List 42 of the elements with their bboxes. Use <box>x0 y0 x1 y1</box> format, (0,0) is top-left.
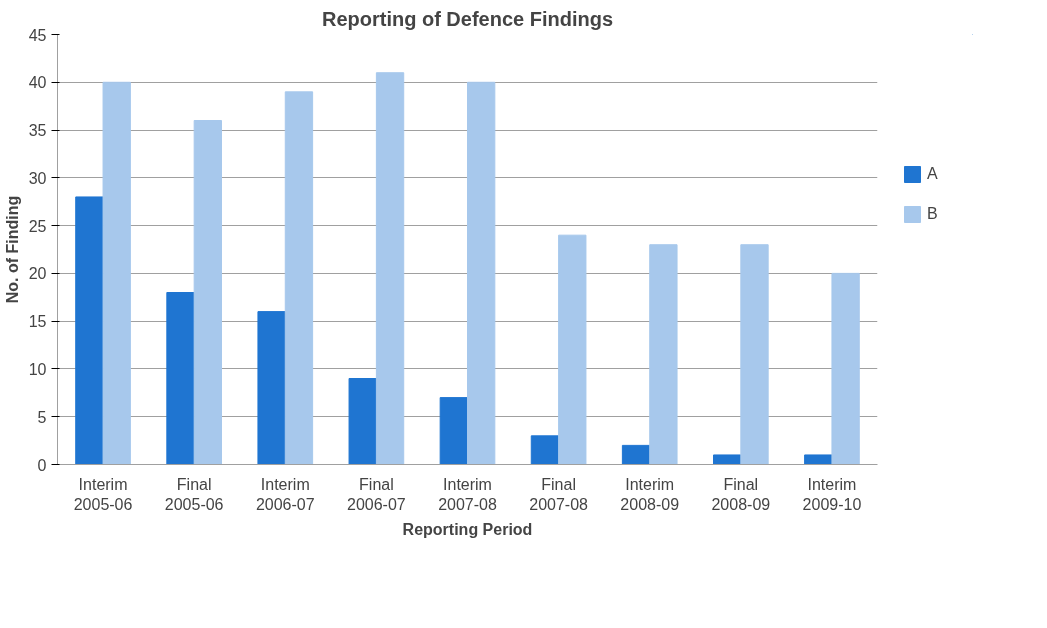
y-tick-label: 30 <box>28 169 47 187</box>
bar <box>284 91 314 465</box>
y-tick-label: 20 <box>28 265 47 283</box>
bar <box>713 454 742 465</box>
x-tick-label: Interim 2007-08 <box>438 475 497 513</box>
bar <box>740 244 769 465</box>
y-tick-label: 45 <box>28 26 47 44</box>
x-tick-label: Interim 2005-06 <box>73 475 133 513</box>
x-tick-label: Interim 2008-09 <box>620 475 680 513</box>
y-tick-label: 35 <box>28 122 47 140</box>
x-tick-label: Final 2006-07 <box>347 475 406 513</box>
bar <box>75 196 104 465</box>
y-tick-label: 25 <box>28 217 47 235</box>
bar <box>621 444 651 465</box>
bar <box>530 435 560 465</box>
x-tick-label: Interim 2009-10 <box>802 475 862 513</box>
bar <box>649 244 678 465</box>
y-tick-label: 5 <box>37 408 47 426</box>
bar <box>257 311 286 465</box>
y-tick-label: 15 <box>28 313 47 331</box>
bar <box>439 397 468 465</box>
bar <box>467 81 496 465</box>
y-tick-label: 40 <box>28 74 47 92</box>
x-tick-label: Final 2007-08 <box>529 475 589 513</box>
x-tick-label: Final 2008-09 <box>711 475 771 513</box>
bar <box>166 292 195 465</box>
bar <box>831 272 860 465</box>
x-tick-label: Final 2005-06 <box>164 475 224 513</box>
y-axis-title: No. of Finding <box>3 195 21 304</box>
bar <box>193 120 222 465</box>
bar <box>102 81 131 465</box>
bar <box>375 72 405 465</box>
legend-label: A <box>927 165 939 183</box>
y-tick-label: 0 <box>37 456 47 474</box>
chart-title: Reporting of Defence Findings <box>321 7 614 30</box>
x-tick-label: Interim 2006-07 <box>255 475 315 513</box>
x-axis-title: Reporting Period <box>402 520 533 538</box>
y-tick-label: 10 <box>28 360 47 378</box>
bar <box>558 234 587 465</box>
bar <box>348 378 377 465</box>
legend-label: B <box>927 205 939 223</box>
bar <box>804 454 833 465</box>
